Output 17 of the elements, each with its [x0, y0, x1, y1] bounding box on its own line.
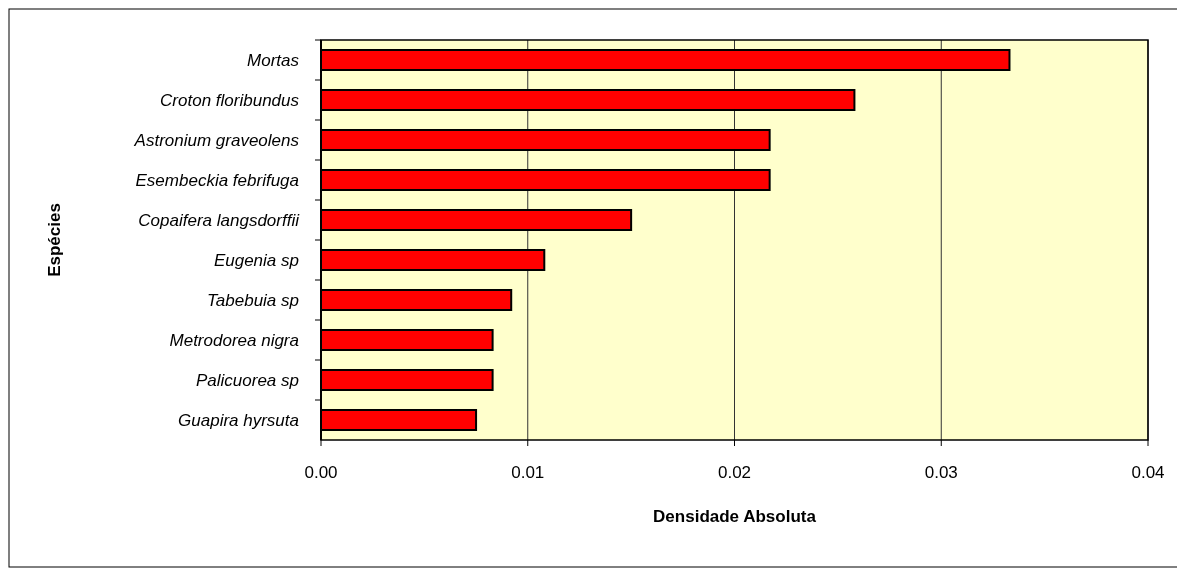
- x-tick-label: 0.04: [1131, 463, 1165, 482]
- y-tick-label: Esembeckia febrifuga: [135, 170, 299, 190]
- x-tick-label: 0.02: [717, 463, 752, 482]
- y-tick-label: Copaifera langsdorffii: [138, 210, 301, 230]
- y-tick-label: Astronium graveolens: [133, 130, 300, 150]
- x-tick-label: 0.01: [511, 463, 545, 482]
- y-tick-label: Croton floribundus: [160, 90, 300, 110]
- y-tick-label: Metrodorea nigra: [169, 330, 299, 350]
- x-tick-label: 0.03: [924, 463, 958, 482]
- x-axis-title: Densidade Absoluta: [653, 507, 817, 526]
- y-tick-label: Guapira hyrsuta: [178, 410, 299, 430]
- y-axis-title: Espécies: [45, 203, 64, 277]
- y-tick-label: Tabebuia sp: [206, 290, 299, 310]
- x-tick-label: 0.00: [304, 463, 338, 482]
- y-tick-label: Palicuorea sp: [195, 370, 299, 390]
- y-tick-label: Mortas: [247, 50, 300, 70]
- y-tick-label: Eugenia sp: [213, 250, 299, 270]
